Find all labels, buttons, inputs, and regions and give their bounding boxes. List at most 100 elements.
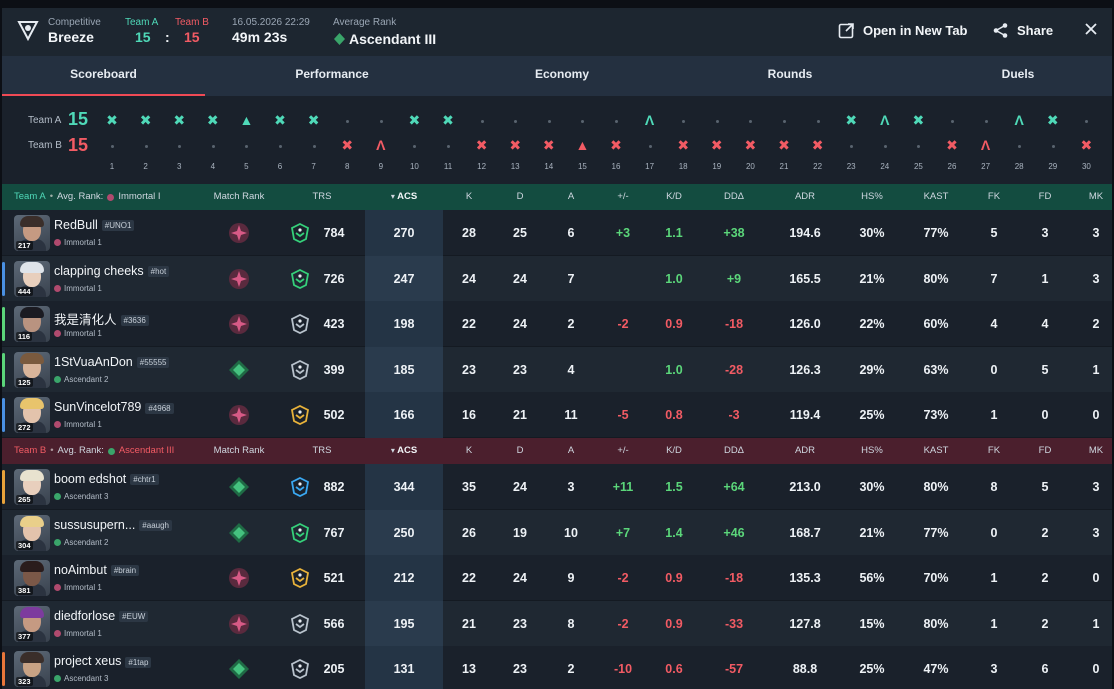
column-header-k[interactable]: K — [465, 191, 473, 202]
column-header-fk[interactable]: FK — [987, 445, 1001, 456]
column-header-trs[interactable]: TRS — [312, 191, 332, 202]
elimination-icon[interactable]: ✖ — [677, 137, 690, 153]
column-header-acs[interactable]: ▾ ACS — [390, 191, 418, 202]
column-header-mk[interactable]: MK — [1088, 191, 1104, 202]
column-header-fd[interactable]: FD — [1038, 191, 1052, 202]
agent-avatar[interactable]: 323 — [14, 651, 50, 688]
player-row[interactable]: 381 noAimbut #brain Immortal 1 521 212 22 24 9 -2… — [2, 555, 1112, 602]
elimination-icon[interactable]: ✖ — [509, 137, 522, 153]
elimination-icon[interactable]: ✖ — [475, 137, 488, 153]
column-header-fk[interactable]: FK — [987, 191, 1001, 202]
elimination-icon[interactable]: ✖ — [173, 112, 186, 128]
elimination-icon[interactable]: ✖ — [341, 137, 354, 153]
player-row[interactable]: 217 RedBull #UNO1 Immortal 1 784 270 28 25 6 +3 1.… — [2, 210, 1112, 256]
player-name[interactable]: noAimbut #brain — [54, 563, 140, 577]
agent-avatar[interactable]: 116 — [14, 306, 50, 343]
column-header-kd[interactable]: K/D — [666, 445, 682, 456]
column-header-a[interactable]: A — [567, 445, 575, 456]
column-header-a[interactable]: A — [567, 191, 575, 202]
defuse-icon[interactable]: Ʌ — [980, 137, 991, 153]
elimination-icon[interactable]: ✖ — [408, 112, 421, 128]
agent-avatar[interactable]: 272 — [14, 397, 50, 434]
player-row[interactable]: 323 project xeus #1tap Ascendant 3 205 131 13 2… — [2, 646, 1112, 689]
column-header-adr[interactable]: ADR — [794, 445, 816, 456]
elimination-icon[interactable]: ✖ — [845, 112, 858, 128]
column-header-pm[interactable]: +/- — [617, 445, 629, 456]
column-header-mrank[interactable]: Match Rank — [213, 445, 265, 456]
tab-economy[interactable]: Economy — [534, 67, 589, 81]
player-row[interactable]: 125 1StVuaAnDon #55555 Ascendant 2 399 185 23 2… — [2, 346, 1112, 393]
elimination-icon[interactable]: ✖ — [744, 137, 757, 153]
column-header-kast[interactable]: KAST — [923, 191, 949, 202]
tab-duels[interactable]: Duels — [1001, 67, 1035, 81]
player-row[interactable]: 116 我是清化人 #3636 Immortal 1 423 198 22 24 2 -2 0.9-… — [2, 301, 1112, 348]
column-header-dd[interactable]: DDΔ — [723, 191, 745, 202]
agent-avatar[interactable]: 304 — [14, 514, 50, 551]
column-header-trs[interactable]: TRS — [312, 445, 332, 456]
defuse-icon[interactable]: Ʌ — [376, 137, 386, 153]
defuse-icon[interactable]: Ʌ — [644, 112, 655, 128]
defuse-icon[interactable]: Ʌ — [880, 112, 890, 128]
elimination-icon[interactable]: ✖ — [206, 112, 219, 128]
stat-acs: 212 — [393, 571, 415, 586]
elimination-icon[interactable]: ✖ — [710, 137, 723, 153]
column-header-kd[interactable]: K/D — [666, 191, 682, 202]
player-name[interactable]: SunVincelot789 #4968 — [54, 400, 174, 414]
column-header-pm[interactable]: +/- — [617, 191, 629, 202]
elimination-icon[interactable]: ✖ — [106, 112, 118, 128]
defuse-icon[interactable]: Ʌ — [1014, 112, 1024, 128]
elimination-icon[interactable]: ✖ — [778, 137, 790, 153]
tab-rounds[interactable]: Rounds — [767, 67, 813, 81]
player-name[interactable]: diedforlose #EUW — [54, 609, 149, 623]
elimination-icon[interactable]: ✖ — [274, 112, 286, 128]
player-name[interactable]: clapping cheeks #hot — [54, 264, 170, 278]
column-header-hs[interactable]: HS% — [861, 191, 883, 202]
player-name[interactable]: 我是清化人 #3636 — [54, 309, 149, 328]
column-header-mk[interactable]: MK — [1088, 445, 1104, 456]
elimination-icon[interactable]: ✖ — [307, 112, 320, 128]
agent-avatar[interactable]: 217 — [14, 215, 50, 251]
player-row[interactable]: 265 boom edshot #chtr1 Ascendant 3 882 344 35 2… — [2, 464, 1112, 510]
player-row[interactable]: 444 clapping cheeks #hot Immortal 1 726 247 24… — [2, 255, 1112, 302]
tab-scoreboard[interactable]: Scoreboard — [2, 56, 205, 96]
open-new-tab-button[interactable]: Open in New Tab — [838, 22, 968, 39]
agent-avatar[interactable]: 125 — [14, 351, 50, 388]
column-header-k[interactable]: K — [465, 445, 473, 456]
column-header-hs[interactable]: HS% — [861, 445, 883, 456]
elimination-icon[interactable]: ✖ — [946, 137, 958, 153]
agent-avatar[interactable]: 381 — [14, 560, 50, 597]
share-button[interactable]: Share — [992, 22, 1053, 39]
agent-avatar[interactable]: 377 — [14, 605, 50, 642]
stat-mk: 1 — [1092, 362, 1100, 377]
column-header-acs[interactable]: ▾ ACS — [390, 445, 418, 456]
elimination-icon[interactable]: ✖ — [912, 112, 925, 128]
player-name[interactable]: RedBull #UNO1 — [54, 218, 135, 232]
elimination-icon[interactable]: ✖ — [811, 137, 824, 153]
agent-avatar[interactable]: 265 — [14, 469, 50, 505]
elimination-icon[interactable]: ✖ — [1046, 112, 1059, 128]
column-header-mrank[interactable]: Match Rank — [213, 191, 265, 202]
column-header-d[interactable]: D — [516, 191, 524, 202]
column-header-kast[interactable]: KAST — [923, 445, 949, 456]
elimination-icon[interactable]: ✖ — [542, 137, 555, 153]
tab-performance[interactable]: Performance — [295, 67, 369, 81]
player-row[interactable]: 377 diedforlose #EUW Immortal 1 566 195 21 23 8-… — [2, 600, 1112, 647]
player-row[interactable]: 272 SunVincelot789 #4968 Immortal 1 502 166 16… — [2, 392, 1112, 439]
player-row[interactable]: 304 sussusupern... #aaugh Ascendant 2 767 250… — [2, 509, 1112, 556]
column-header-adr[interactable]: ADR — [794, 191, 816, 202]
player-name[interactable]: 1StVuaAnDon #55555 — [54, 355, 170, 369]
elimination-icon[interactable]: ✖ — [139, 112, 152, 128]
agent-avatar[interactable]: 444 — [14, 260, 50, 297]
player-name[interactable]: boom edshot #chtr1 — [54, 472, 159, 486]
elimination-icon[interactable]: ✖ — [442, 112, 454, 128]
column-header-fd[interactable]: FD — [1038, 445, 1052, 456]
column-header-dd[interactable]: DDΔ — [723, 445, 745, 456]
spike-detonation-icon[interactable]: ▲ — [575, 137, 590, 153]
elimination-icon[interactable]: ✖ — [1080, 137, 1093, 153]
close-button[interactable] — [1084, 22, 1098, 36]
elimination-icon[interactable]: ✖ — [610, 137, 622, 153]
player-name[interactable]: sussusupern... #aaugh — [54, 518, 172, 532]
column-header-d[interactable]: D — [516, 445, 524, 456]
player-name[interactable]: project xeus #1tap — [54, 654, 152, 668]
spike-detonation-icon[interactable]: ▲ — [239, 112, 254, 128]
